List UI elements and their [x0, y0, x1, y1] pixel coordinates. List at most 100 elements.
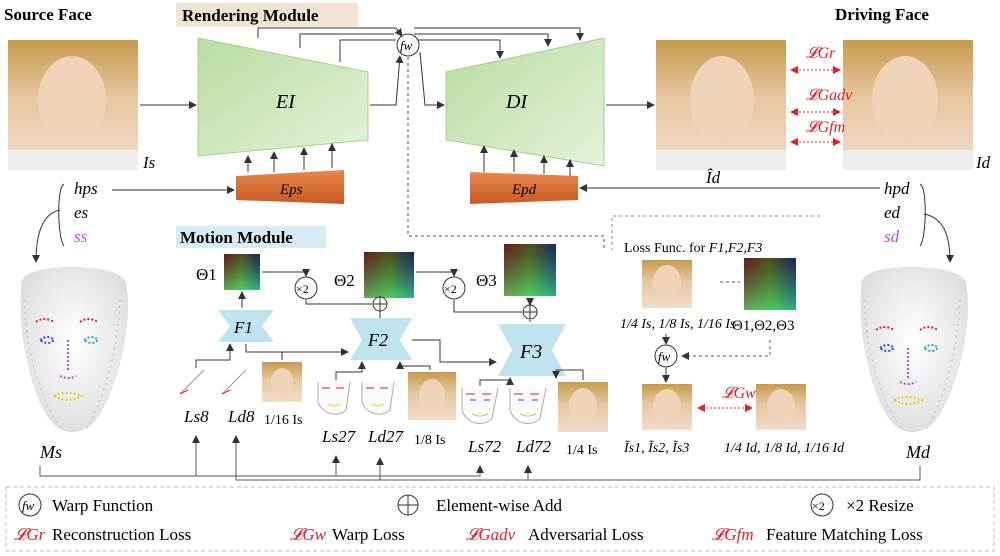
legend-resize-symbol	[810, 493, 834, 517]
label-Is: Is	[142, 153, 156, 172]
motion-module-title-bg	[176, 226, 326, 248]
legend-resize: ×2 Resize	[846, 496, 914, 515]
pose-encoder-Epd	[470, 172, 578, 204]
mesh-Md	[860, 266, 969, 432]
bottom-return-lines	[39, 435, 921, 481]
legend-box	[5, 486, 995, 552]
label-warped: Ĩs1, Ĩs2, Ĩs3	[623, 439, 689, 456]
label-es: es	[74, 203, 89, 222]
generated-face-photo	[656, 40, 786, 170]
arrow-to-Md	[923, 213, 954, 263]
encoder-EI-label: EI	[275, 91, 296, 113]
label-hpd: hpd	[884, 179, 910, 198]
landmark-Ld27	[361, 381, 395, 415]
label-theta2: Θ2	[334, 271, 355, 290]
dashed-thetas-to-warp	[681, 340, 771, 360]
label-theta1: Θ1	[196, 265, 217, 284]
label-Md: Md	[905, 442, 931, 462]
add-op-2	[522, 304, 538, 320]
label-Ld8: Ld8	[227, 407, 255, 426]
landmark-Ld8	[221, 369, 247, 395]
pose-encoder-Eps	[236, 170, 344, 204]
label-Ld72: Ld72	[515, 437, 551, 456]
loss-adv-label: 𝓛Gadv	[806, 87, 853, 104]
label-pyramid-d: 1/4 Id, 1/8 Id, 1/16 Id	[724, 441, 845, 456]
warp-function-top	[396, 33, 420, 57]
resize-op-1	[294, 276, 318, 300]
legend-add-symbol	[397, 494, 419, 516]
thumb-pyramid-d	[756, 384, 806, 430]
label-thetas: Θ1,Θ2,Θ3	[732, 318, 795, 334]
legend-warp-symbol	[18, 493, 42, 517]
legend-adv-symbol: 𝓛Gadv	[466, 525, 516, 544]
landmark-Ls27	[317, 381, 351, 415]
label-1-8-Is: 1/8 Is	[414, 433, 446, 448]
loss-labels-right: 𝓛Gr 𝓛Gadv 𝓛Gfm	[790, 45, 853, 146]
decoder-DI	[445, 37, 605, 167]
thumb-warped	[642, 384, 692, 430]
flow-map-theta3	[504, 244, 556, 296]
legend-reconstruction: Reconstruction Loss	[52, 525, 191, 544]
label-F1: F1	[233, 318, 253, 337]
mesh-Ms	[20, 266, 129, 432]
legend-warp-loss-symbol: 𝓛Gw	[290, 525, 327, 544]
dashed-warp-link	[407, 57, 605, 250]
decoder-DI-label: DI	[505, 91, 528, 113]
bracket-left	[58, 183, 65, 247]
label-1-16-Is: 1/16 Is	[264, 413, 303, 428]
thumb-to-F-arrows	[195, 343, 584, 386]
source-face-title: Source Face	[4, 5, 92, 24]
label-Ls8: Ls8	[183, 407, 209, 426]
label-F3: F3	[519, 341, 542, 363]
thumb-pyramid-s	[642, 260, 692, 308]
label-ed: ed	[884, 203, 901, 222]
legend-add: Element-wise Add	[436, 496, 563, 515]
dashed-loss-link	[611, 215, 820, 250]
motion-module-title: Motion Module	[180, 228, 293, 247]
resize-op-1-label: ×2	[296, 282, 309, 296]
warp-function-top-label: fw	[400, 38, 413, 53]
loss-warp-label: 𝓛Gw	[722, 385, 756, 402]
label-pyramid-s: 1/4 Is, 1/8 Is, 1/16 Is	[620, 317, 736, 332]
legend-warp-loss: Warp Loss	[332, 525, 405, 544]
label-theta3: Θ3	[476, 271, 497, 290]
legend-warp-symbol-text: fw	[22, 498, 35, 513]
landmark-Ls8	[179, 369, 205, 395]
legend-fm-symbol: 𝓛Gfm	[712, 525, 754, 544]
flow-map-thetas-loss	[744, 258, 796, 310]
label-hps: hps	[74, 179, 98, 198]
legend-adversarial: Adversarial Loss	[528, 525, 644, 544]
pose-encoder-Epd-label: Epd	[511, 182, 537, 198]
flow-net-F3	[498, 324, 566, 376]
label-Ms: Ms	[39, 442, 62, 462]
label-Ls72: Ls72	[467, 437, 502, 456]
encoder-EI	[197, 37, 369, 157]
driving-face-photo	[843, 40, 973, 170]
thumb-1-8-Is	[408, 372, 456, 420]
rendering-module-title-bg	[176, 3, 358, 27]
arrow-to-Ms	[32, 209, 61, 263]
bracket-right	[919, 183, 926, 247]
loss-rec-label: 𝓛Gr	[806, 45, 836, 62]
landmark-Ld72	[509, 387, 547, 425]
flow-map-theta2	[364, 252, 414, 298]
rendering-connections	[112, 27, 880, 194]
thumb-1-4-Is	[558, 382, 608, 432]
loss-fm-label: 𝓛Gfm	[806, 119, 845, 136]
warp-function-loss-label: fw	[658, 349, 671, 364]
driving-face-title: Driving Face	[835, 5, 929, 24]
label-Ld27: Ld27	[367, 427, 404, 446]
label-Ls27: Ls27	[321, 427, 357, 446]
resize-op-2-label: ×2	[444, 282, 457, 296]
label-ss: ss	[74, 227, 88, 246]
label-F2: F2	[367, 330, 388, 350]
label-Id: Id	[975, 153, 991, 172]
motion-connections	[238, 269, 534, 366]
label-Id-hat: Îd	[705, 168, 721, 187]
landmark-Ls72	[461, 387, 499, 425]
legend-warp-function: Warp Function	[52, 496, 154, 515]
label-1-4-Is: 1/4 Is	[566, 443, 598, 458]
legend-feature-matching: Feature Matching Loss	[766, 525, 923, 544]
rendering-module-title: Rendering Module	[182, 6, 319, 25]
